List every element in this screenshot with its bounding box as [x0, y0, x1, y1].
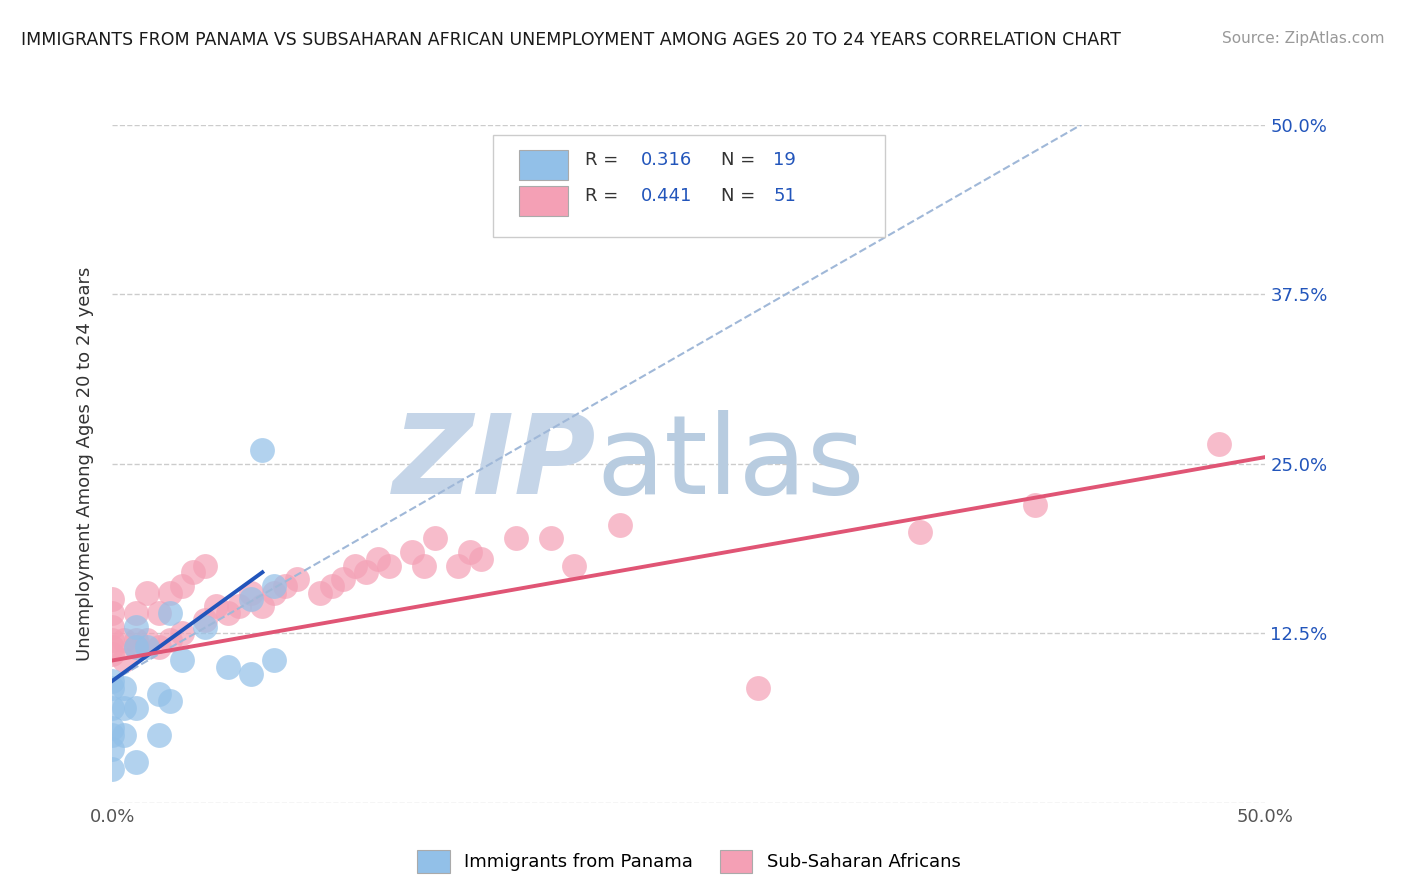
- Point: [101, 619, 124, 633]
- Point: [112, 701, 135, 715]
- Text: Source: ZipAtlas.com: Source: ZipAtlas.com: [1222, 31, 1385, 46]
- Point: [136, 585, 159, 599]
- Point: [562, 558, 585, 573]
- Point: [194, 558, 217, 573]
- Point: [112, 681, 135, 695]
- Point: [112, 633, 135, 648]
- Point: [263, 579, 285, 593]
- Point: [124, 606, 146, 620]
- Text: atlas: atlas: [596, 410, 865, 517]
- Point: [124, 640, 146, 654]
- Text: IMMIGRANTS FROM PANAMA VS SUBSAHARAN AFRICAN UNEMPLOYMENT AMONG AGES 20 TO 24 YE: IMMIGRANTS FROM PANAMA VS SUBSAHARAN AFR…: [21, 31, 1121, 49]
- Point: [124, 633, 146, 648]
- Point: [112, 653, 135, 667]
- Point: [343, 558, 366, 573]
- Point: [425, 532, 447, 546]
- Point: [412, 558, 434, 573]
- Point: [217, 606, 239, 620]
- Point: [136, 633, 159, 648]
- Point: [159, 585, 181, 599]
- Point: [136, 640, 159, 654]
- Point: [321, 579, 343, 593]
- Point: [124, 640, 146, 654]
- Point: [252, 599, 274, 614]
- Point: [540, 532, 562, 546]
- Point: [101, 728, 124, 742]
- Point: [239, 667, 262, 681]
- Point: [263, 585, 285, 599]
- Point: [159, 694, 181, 708]
- Point: [124, 701, 146, 715]
- Point: [124, 755, 146, 769]
- Point: [112, 728, 135, 742]
- Point: [148, 687, 170, 701]
- Point: [263, 653, 285, 667]
- Point: [159, 606, 181, 620]
- Point: [309, 585, 332, 599]
- FancyBboxPatch shape: [519, 186, 568, 217]
- Point: [1208, 436, 1230, 450]
- Point: [101, 647, 124, 661]
- Point: [124, 619, 146, 633]
- FancyBboxPatch shape: [519, 150, 568, 180]
- Point: [148, 606, 170, 620]
- Text: N =: N =: [721, 187, 761, 205]
- Point: [170, 579, 193, 593]
- Point: [205, 599, 228, 614]
- Point: [285, 572, 308, 586]
- Point: [170, 653, 193, 667]
- Point: [101, 592, 124, 607]
- Text: 0.316: 0.316: [641, 151, 692, 169]
- Point: [228, 599, 250, 614]
- Point: [458, 545, 481, 559]
- Text: R =: R =: [585, 151, 624, 169]
- Point: [401, 545, 423, 559]
- Text: 0.441: 0.441: [641, 187, 692, 205]
- Point: [332, 572, 354, 586]
- Text: 51: 51: [773, 187, 796, 205]
- Point: [609, 517, 631, 532]
- Point: [101, 762, 124, 776]
- Point: [239, 592, 262, 607]
- Point: [1024, 498, 1046, 512]
- Point: [194, 619, 217, 633]
- Point: [101, 701, 124, 715]
- Point: [274, 579, 297, 593]
- Point: [181, 566, 204, 580]
- Point: [101, 721, 124, 735]
- Text: N =: N =: [721, 151, 761, 169]
- Text: ZIP: ZIP: [394, 410, 596, 517]
- Point: [148, 728, 170, 742]
- Text: 19: 19: [773, 151, 796, 169]
- Point: [908, 524, 931, 539]
- Point: [101, 681, 124, 695]
- Legend: Immigrants from Panama, Sub-Saharan Africans: Immigrants from Panama, Sub-Saharan Afri…: [408, 840, 970, 882]
- Point: [101, 606, 124, 620]
- Point: [378, 558, 401, 573]
- Point: [252, 443, 274, 458]
- Text: R =: R =: [585, 187, 624, 205]
- Point: [159, 633, 181, 648]
- Point: [170, 626, 193, 640]
- Y-axis label: Unemployment Among Ages 20 to 24 years: Unemployment Among Ages 20 to 24 years: [76, 267, 94, 661]
- Point: [239, 585, 262, 599]
- Point: [101, 741, 124, 756]
- Point: [101, 640, 124, 654]
- Point: [217, 660, 239, 674]
- Point: [505, 532, 527, 546]
- Point: [148, 640, 170, 654]
- FancyBboxPatch shape: [494, 135, 884, 236]
- Point: [194, 613, 217, 627]
- Point: [447, 558, 470, 573]
- Point: [470, 551, 492, 566]
- Point: [367, 551, 389, 566]
- Point: [354, 566, 377, 580]
- Point: [101, 633, 124, 648]
- Point: [101, 673, 124, 688]
- Point: [747, 681, 769, 695]
